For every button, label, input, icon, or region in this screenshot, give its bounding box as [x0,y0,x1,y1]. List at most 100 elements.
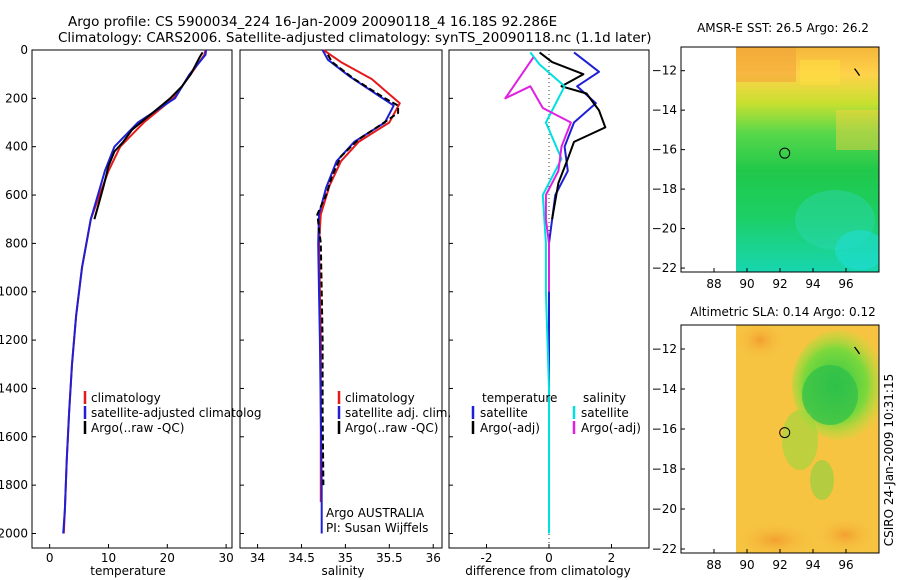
series-line-temperature-argo-adj- [538,51,607,220]
y-tick-label: −22 [652,542,677,556]
x-tick-label: 88 [706,558,721,572]
salinity-legend: climatology satellite adj. clim. Argo(..… [337,391,451,435]
y-tick-label: 1000 [0,285,28,299]
x-tick-label: 35 [338,551,353,565]
legend-label-sal-argo: Argo(-adj) [581,421,641,435]
x-tick-label: 96 [838,558,853,572]
y-tick-label: 0 [20,43,28,57]
legend-title-salinity: salinity [583,391,626,405]
series-line-argo-raw-qc- [316,54,400,486]
temperature-axes-frame [31,49,233,549]
argo-position-marker [779,427,791,439]
x-tick-label: 34 [250,551,265,565]
x-tick-label: 2 [608,551,616,565]
x-tick-label: 96 [838,277,853,291]
x-tick-label: 36 [426,551,441,565]
legend-label-argo: Argo(..raw -QC) [91,421,184,435]
y-tick-label: −12 [652,342,677,356]
legend-label-argo: Argo(..raw -QC) [345,421,438,435]
argo-position-marker [779,147,791,159]
temperature-y-ticks: 0 200 400 600 800 1000 1200 1400 1600 1800 2000 [0,43,36,540]
salinity-annotation-pi: PI: Susan Wijffels [326,521,428,535]
y-tick-label: 400 [5,140,28,154]
x-tick-label: 94 [805,558,820,572]
salinity-series [316,49,401,534]
sst-map-x-ticks: 88 90 92 94 96 [706,268,854,291]
y-tick-label: 1400 [0,381,28,395]
sst-map-panel: AMSR-E SST: 26.5 Argo: 26.2 −12 −14 −16 −18… [652,21,880,291]
x-tick-label: 90 [739,558,754,572]
sla-map-x-ticks: 88 90 92 94 96 [706,549,854,572]
series-line-salinity-argo-adj- [504,56,572,292]
salinity-annotation-institution: Argo AUSTRALIA [326,506,425,520]
series-line-salinity-satellite [529,51,566,534]
x-tick-label: 34.5 [288,551,315,565]
x-tick-label: 88 [706,277,721,291]
x-tick-label: -2 [481,551,493,565]
x-tick-label: 90 [739,277,754,291]
series-line-argo-raw-qc- [93,51,204,220]
difference-x-ticks: -2 0 2 [481,544,616,565]
y-tick-label: −12 [652,64,677,78]
y-tick-label: −20 [652,222,677,236]
legend-label-satellite: satellite-adjusted climatolog [91,406,261,420]
y-tick-label: −14 [652,382,677,396]
x-tick-label: 92 [772,277,787,291]
x-tick-label: 10 [101,551,116,565]
y-tick-label: 1200 [0,333,28,347]
salinity-y-ticks [240,49,244,534]
sst-map-y-ticks: −12 −14 −16 −18 −20 −22 [652,64,685,275]
x-tick-label: 0 [545,551,553,565]
y-tick-label: −22 [652,261,677,275]
legend-title-temperature: temperature [482,391,557,405]
y-tick-label: 200 [5,91,28,105]
legend-label-sal-satellite: satellite [581,406,629,420]
sst-heatmap [736,47,879,272]
sla-map-y-ticks: −12 −14 −16 −18 −20 −22 [652,342,685,556]
y-tick-label: −14 [652,103,677,117]
x-tick-label: 20 [160,551,175,565]
x-tick-label: 35.5 [376,551,403,565]
series-line-temperature-satellite [548,51,600,534]
y-tick-label: −16 [652,143,677,157]
difference-legend: temperature salinity satellite Argo(-adj… [471,391,641,435]
x-tick-label: 0 [46,551,54,565]
y-tick-label: 2000 [0,526,28,540]
legend-label-climatology: climatology [91,391,161,405]
figure-title-line2: Climatology: CARS2006. Satellite-adjuste… [58,30,651,46]
y-tick-label: −20 [652,502,677,516]
legend-label-temp-satellite: satellite [480,406,528,420]
y-tick-label: 1800 [0,478,28,492]
y-tick-label: −16 [652,422,677,436]
salinity-panel: 34 34.5 35 35.5 36 salinity climatology sate… [239,49,451,578]
y-tick-label: −18 [652,462,677,476]
y-tick-label: −18 [652,182,677,196]
series-line-satellite-adjusted-climatolog [62,49,208,534]
difference-panel: -2 0 2 difference from climatology tempera… [448,49,650,578]
csiro-timestamp: CSIRO 24-Jan-2009 10:31:15 [882,374,896,546]
sla-heatmap [736,325,879,553]
difference-x-label: difference from climatology [465,564,631,578]
sst-map-title: AMSR-E SST: 26.5 Argo: 26.2 [697,21,869,35]
temperature-panel: 0 200 400 600 800 1000 1200 1400 1600 1800 2000 0 1… [0,43,261,578]
sla-map-panel: Altimetric SLA: 0.14 Argo: 0.12 −12−14−1… [652,305,880,572]
temperature-series [62,49,208,534]
salinity-axes-frame [239,49,443,549]
x-tick-label: 30 [218,551,233,565]
figure-title-line1: Argo profile: CS 5900034_224 16-Jan-2009… [68,14,557,30]
argo-track-mark [854,68,861,77]
legend-label-climatology: climatology [345,391,415,405]
y-tick-label: 600 [5,188,28,202]
x-tick-label: 92 [772,558,787,572]
legend-label-temp-argo: Argo(-adj) [480,421,540,435]
legend-label-satellite: satellite adj. clim. [345,406,451,420]
y-tick-label: 1600 [0,430,28,444]
series-line-climatology [62,49,207,534]
temperature-x-label: temperature [90,564,165,578]
salinity-x-label: salinity [321,564,364,578]
temperature-legend: climatology satellite-adjusted climatolo… [83,391,261,435]
y-tick-label: 800 [5,236,28,250]
argo-track-mark [854,346,861,355]
temperature-x-ticks: 0 10 20 30 [46,544,234,565]
